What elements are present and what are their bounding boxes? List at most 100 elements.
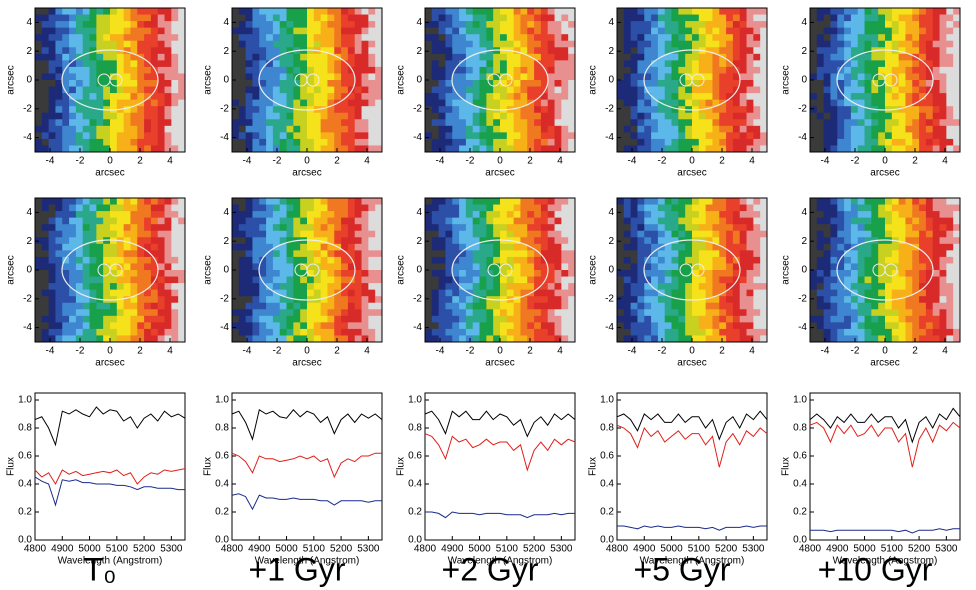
map-pixel [272,211,281,219]
map-pixel [554,21,562,29]
map-pixel [266,296,274,304]
map-pixel [431,27,440,35]
map-pixel [513,34,521,42]
map-pixel [266,211,274,219]
map-pixel [644,230,652,238]
map-pixel [238,276,247,284]
y-tick-label: 0 [608,265,614,276]
map-pixel [259,296,267,304]
map-pixel [925,112,934,120]
map-pixel [164,198,172,206]
map-pixel [898,237,906,245]
map-pixel [732,47,741,55]
map-pixel [313,217,322,225]
map-pixel [431,40,440,48]
map-pixel [919,99,927,107]
map-pixel [69,243,77,251]
map-pixel [368,270,376,278]
map-pixel [657,125,666,133]
map-pixel [459,237,467,245]
map-pixel [300,34,308,42]
map-pixel [878,47,886,55]
map-pixel [919,21,927,29]
map-pixel [547,112,556,120]
map-pixel [671,40,679,48]
map-pixel [110,27,118,35]
map-pixel [465,224,474,232]
map-pixel [520,276,528,284]
y-tick-label: 2 [416,46,422,57]
map-pixel [644,237,652,245]
map-pixel [341,34,349,42]
map-pixel [178,80,186,88]
map-pixel [55,80,63,88]
map-pixel [334,106,342,114]
map-pixel [885,328,893,336]
map-pixel [534,60,542,68]
map-pixel [130,315,138,323]
map-pixel [953,112,961,120]
x-tick-label: 2 [527,346,533,357]
map-pixel [712,34,720,42]
map-pixel [252,27,260,35]
map-pixel [144,73,152,81]
map-pixel [520,230,528,238]
map-pixel [144,250,152,258]
map-pixel [850,8,859,16]
map-pixel [479,66,487,74]
map-pixel [712,21,720,29]
map-pixel [41,230,50,238]
map-pixel [313,243,322,251]
map-pixel [438,132,446,140]
map-pixel [685,27,693,35]
map-pixel [513,250,521,258]
map-pixel [864,53,872,61]
map-pixel [705,296,713,304]
map-pixel [561,60,569,68]
map-pixel [320,112,328,120]
map-pixel [266,276,274,284]
map-pixel [547,289,556,297]
map-pixel [320,309,328,317]
map-pixel [157,256,166,264]
map-pixel [272,224,281,232]
map-pixel [871,283,879,291]
map-pixel [568,93,576,101]
map-pixel [116,34,125,42]
map-pixel [144,119,152,127]
map-pixel [361,204,369,212]
map-pixel [500,309,508,317]
map-pixel [272,132,281,140]
map-pixel [844,8,852,16]
map-pixel [286,8,294,16]
map-pixel [334,296,342,304]
velocity-map [617,8,768,153]
map-pixel [103,224,111,232]
map-pixel [55,283,63,291]
map-pixel [850,93,859,101]
map-pixel [361,27,369,35]
map-pixel [746,132,754,140]
map-pixel [55,204,63,212]
map-pixel [245,237,253,245]
map-pixel [178,8,186,16]
map-pixel [844,119,852,127]
map-pixel [375,27,383,35]
map-pixel [286,263,294,271]
map-pixel [313,40,322,48]
map-pixel [919,27,927,35]
map-pixel [657,47,666,55]
map-pixel [48,263,56,271]
map-pixel [347,145,356,153]
map-pixel [55,237,63,245]
nucleus-marker [499,73,513,87]
map-pixel [753,276,761,284]
map-pixel [327,34,335,42]
map-pixel [425,322,433,330]
map-pixel [664,270,673,278]
map-pixel [692,86,700,94]
map-pixel [238,66,247,74]
map-pixel [753,47,761,55]
map-pixel [623,309,632,317]
map-pixel [472,256,481,264]
